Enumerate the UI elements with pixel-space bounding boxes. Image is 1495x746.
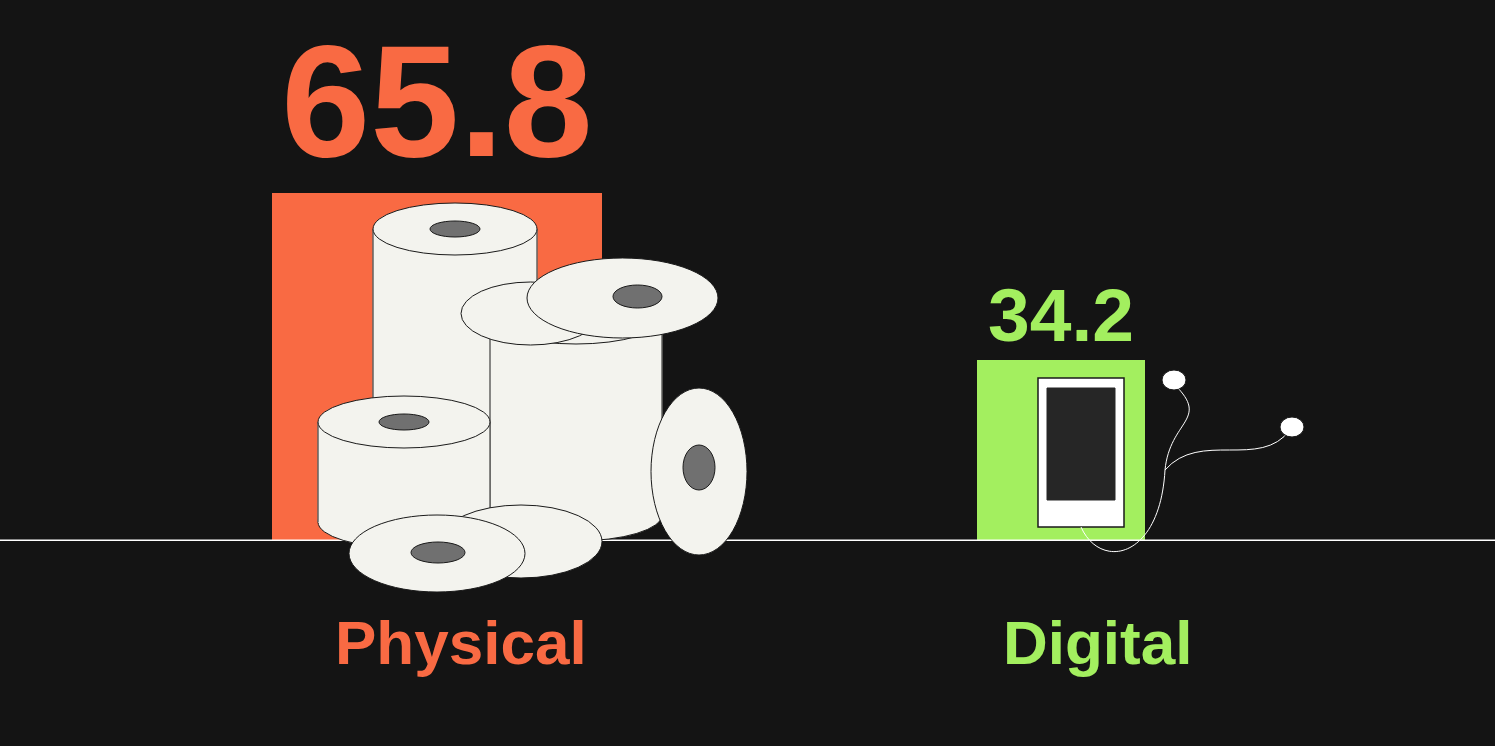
svg-text:Physical: Physical [335, 608, 587, 677]
svg-text:34.2: 34.2 [988, 273, 1134, 357]
svg-text:Digital: Digital [1003, 608, 1192, 677]
svg-text:65.8: 65.8 [281, 11, 592, 190]
